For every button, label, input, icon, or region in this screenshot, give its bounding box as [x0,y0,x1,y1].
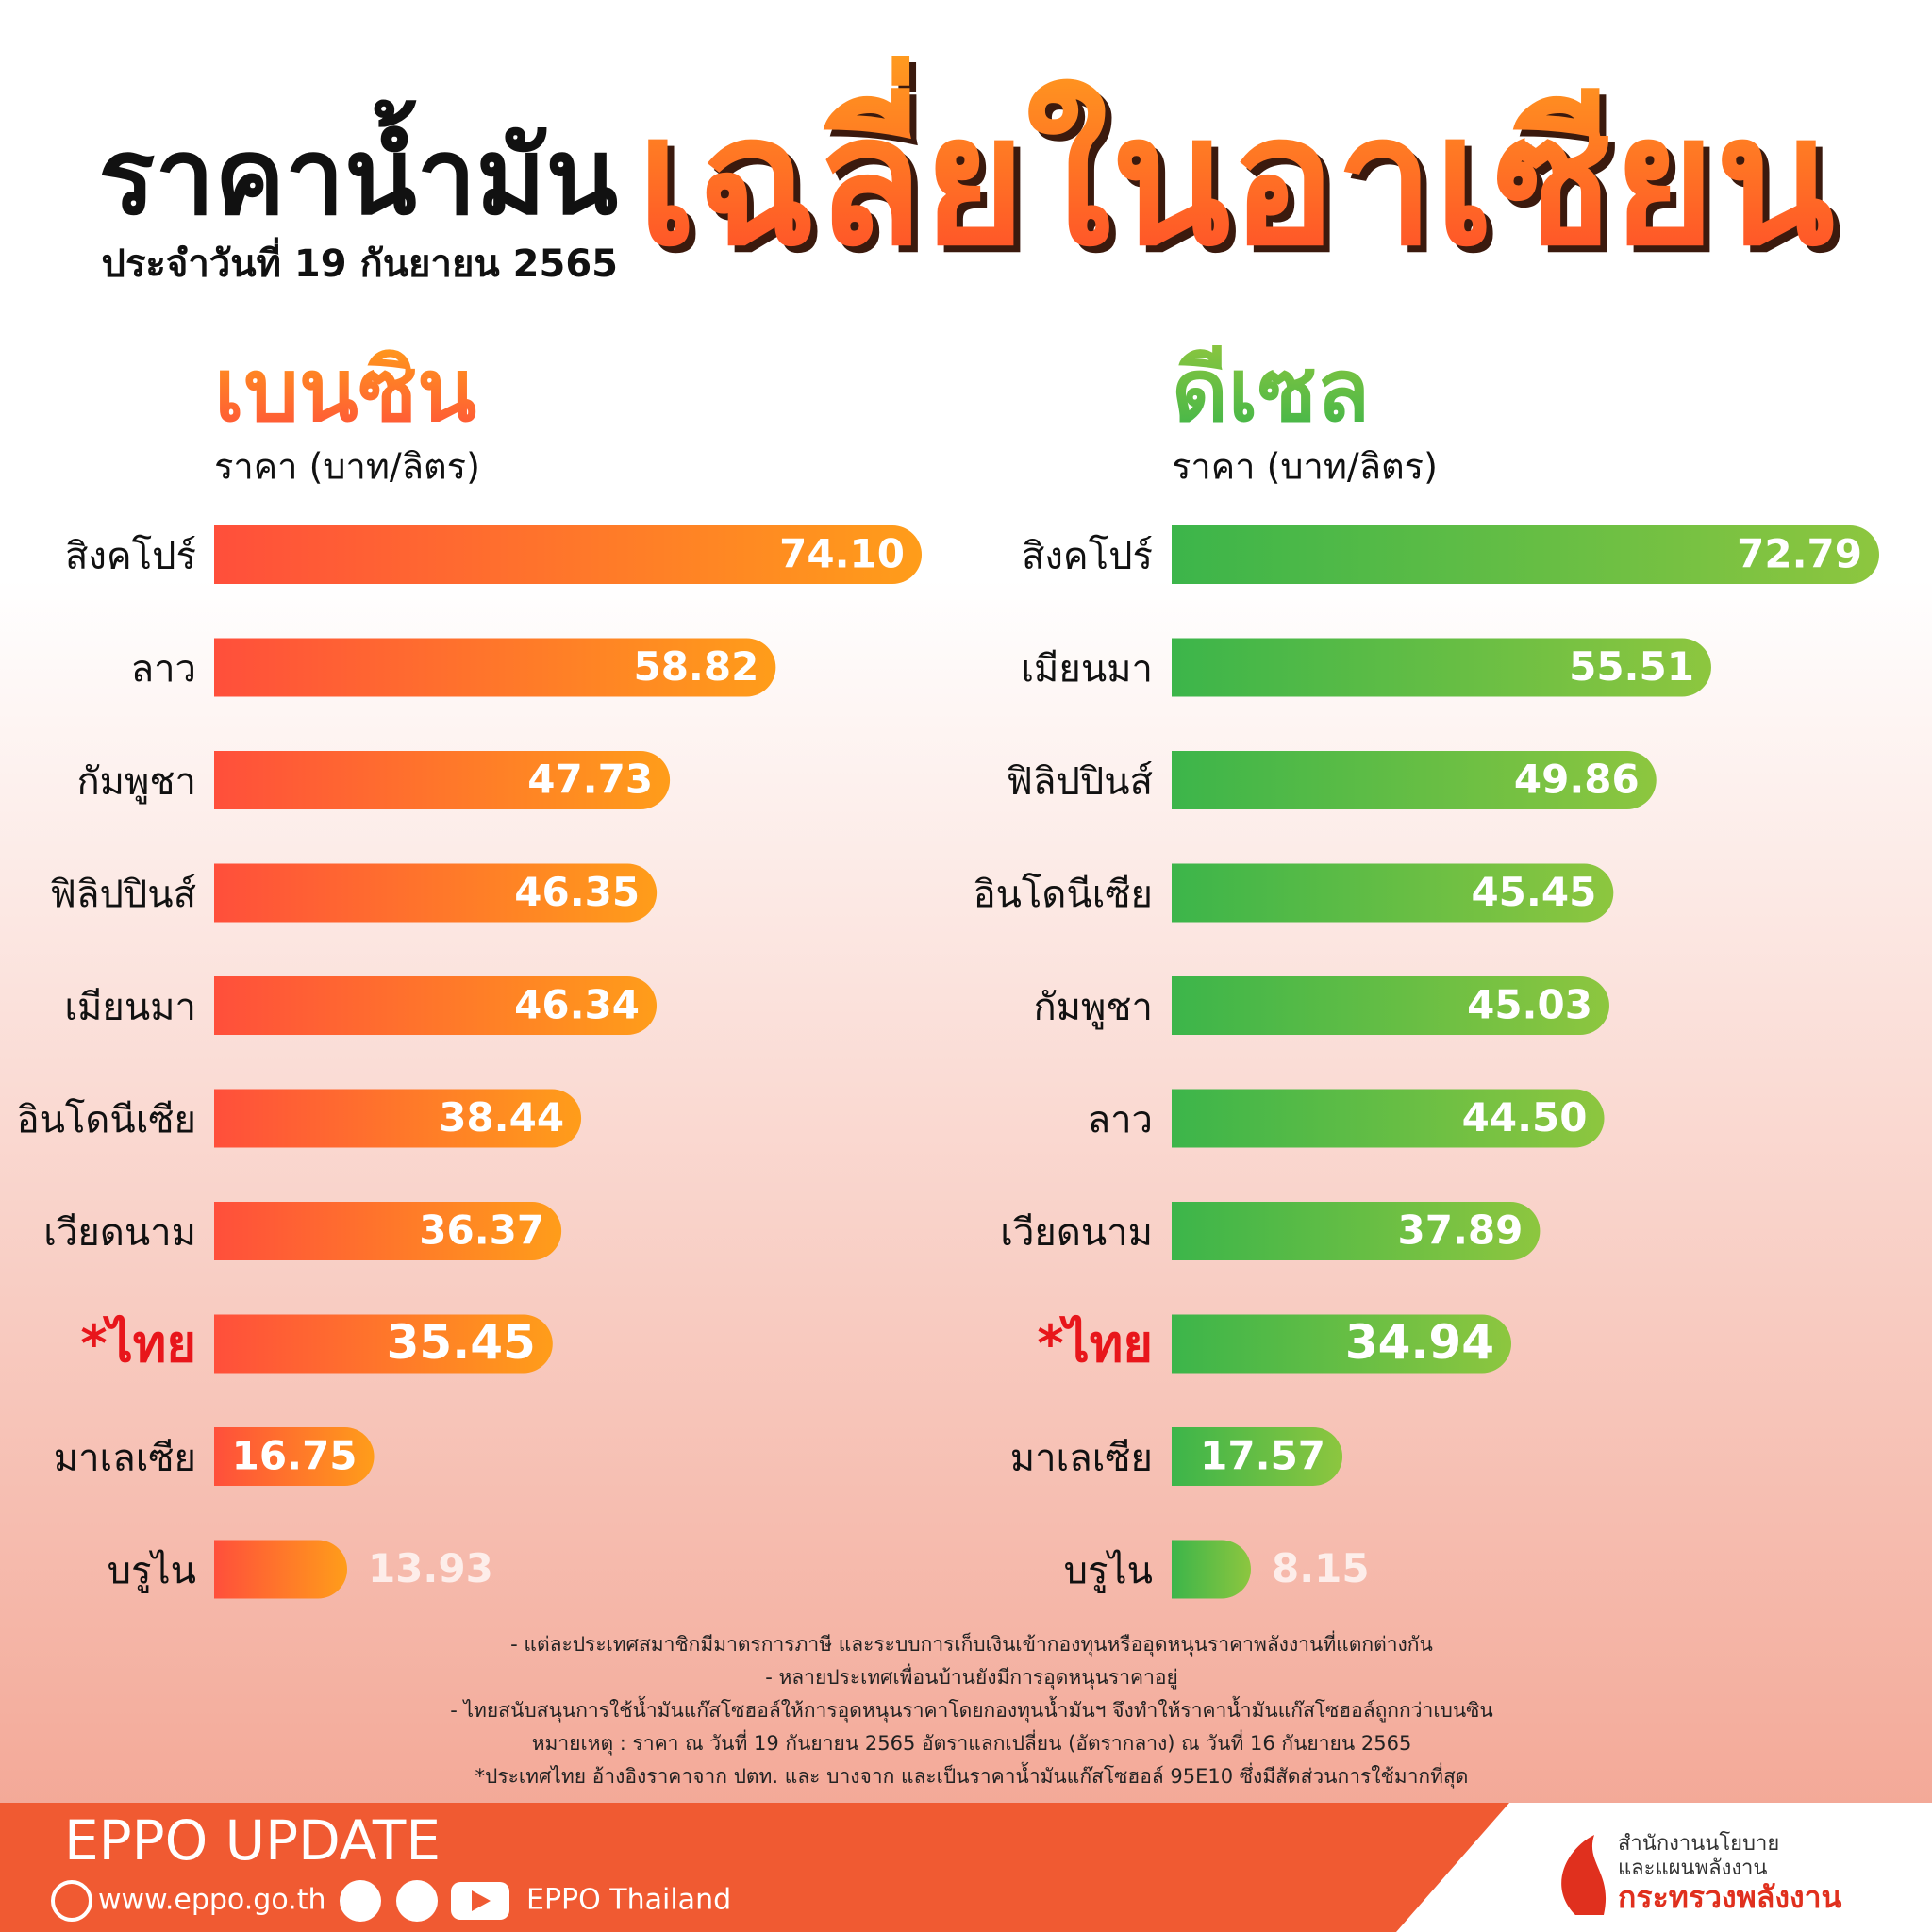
bar [214,1202,562,1260]
footer-brand: EPPO UPDATE [64,1808,441,1873]
value-label: 8.15 [1272,1545,1370,1591]
value-label: 49.86 [1514,757,1640,803]
value-label: 44.50 [1462,1094,1588,1141]
category-label: กัมพูชา [1033,986,1153,1029]
value-label: 17.57 [1200,1433,1325,1479]
bar [1172,1202,1541,1260]
value-label: 55.51 [1569,643,1694,690]
category-label: ลาว [131,648,196,691]
note: หมายเหตุ : ราคา ณ วันที่ 19 กันยายน 2565… [532,1729,1412,1756]
category-label: ฟิลิปปินส์ [1007,760,1153,804]
value-label: 74.10 [779,531,905,577]
category-label: อินโดนีเซีย [974,874,1153,917]
org-logo [1561,1835,1607,1915]
bar [214,1314,553,1374]
value-label: 46.34 [514,982,640,1028]
bar [214,525,922,584]
bar [214,1089,582,1148]
bar [214,976,658,1035]
bar [1172,751,1657,809]
bar [1172,1314,1512,1374]
bar [214,1540,347,1599]
bar [1172,1089,1605,1148]
value-label: 16.75 [232,1433,358,1479]
value-label: 58.82 [633,643,758,690]
value-label: 13.93 [368,1545,493,1591]
category-label: เมียนมา [1021,648,1153,691]
note: - แต่ละประเทศสมาชิกมีมาตรการภาษี และระบบ… [510,1630,1433,1657]
category-label: อินโดนีเซีย [17,1099,196,1142]
value-label: 45.45 [1471,869,1596,915]
subtitle: ประจำวันที่ 19 กันยายน 2565 [102,237,618,286]
note: *ประเทศไทย อ้างอิงราคาจาก ปตท. และ บางจา… [475,1762,1469,1789]
bar [214,751,671,809]
category-label: มาเลเซีย [54,1437,196,1480]
value-label: 35.45 [387,1315,536,1370]
value-label: 47.73 [527,757,653,803]
bar [1172,638,1711,697]
chart-title: ดีเซล [1172,340,1370,441]
axis-label: ราคา (บาท/ลิตร) [1172,446,1438,488]
globe-icon [51,1880,92,1922]
bar [1172,525,1879,584]
footer-website: www.eppo.go.th [98,1884,325,1917]
youtube-play [472,1890,491,1911]
value-label: 37.89 [1398,1208,1524,1254]
note: - ไทยสนับสนุนการใช้น้ำมันแก๊สโซฮอล์ให้กา… [450,1696,1493,1723]
category-label: เวียดนาม [1000,1211,1153,1255]
category-label: มาเลเซีย [1010,1437,1153,1480]
axis-label: ราคา (บาท/ลิตร) [214,446,480,488]
category-label: สิงคโปร์ [65,535,196,578]
facebook-icon [340,1880,381,1922]
bar [214,863,658,923]
category-label: บรูไน [108,1550,196,1593]
value-label: 36.37 [419,1208,544,1254]
category-label: ลาว [1088,1099,1153,1142]
bar [1172,1540,1251,1599]
bar [214,1427,375,1486]
org-line: สำนักงานนโยบาย [1618,1831,1779,1856]
value-label: 46.35 [514,869,640,915]
title-highlight: เฉลี่ยในอาเซียน [637,56,1835,285]
value-label: 72.79 [1737,531,1862,577]
category-label: เวียดนาม [43,1211,196,1255]
category-label: เมียนมา [64,986,196,1029]
notes: - แต่ละประเทศสมาชิกมีมาตรการภาษี และระบบ… [450,1630,1493,1789]
value-label: 45.03 [1467,982,1592,1028]
org-line: กระทรวงพลังงาน [1618,1879,1842,1915]
bar [214,638,776,697]
note: - หลายประเทศเพื่อนบ้านยังมีการอุดหนุนราค… [765,1663,1178,1690]
category-label: *ไทย [80,1314,196,1374]
org-line: และแผนพลังงาน [1618,1857,1767,1880]
value-label: 34.94 [1345,1315,1494,1370]
category-label: ฟิลิปปินส์ [50,874,196,917]
bar [1172,863,1614,923]
bar [1172,976,1609,1035]
category-label: สิงคโปร์ [1022,535,1153,578]
footer-logo-panel [1396,1803,1932,1932]
footer-social: EPPO Thailand [526,1884,731,1917]
title: ราคาน้ำมัน [98,99,618,239]
category-label: กัมพูชา [76,760,196,804]
twitter-icon [396,1880,438,1922]
category-label: *ไทย [1037,1314,1153,1374]
chart-title: เบนซิน [214,340,476,441]
bar [1172,1427,1343,1486]
category-label: บรูไน [1064,1550,1153,1593]
value-label: 38.44 [439,1094,564,1141]
